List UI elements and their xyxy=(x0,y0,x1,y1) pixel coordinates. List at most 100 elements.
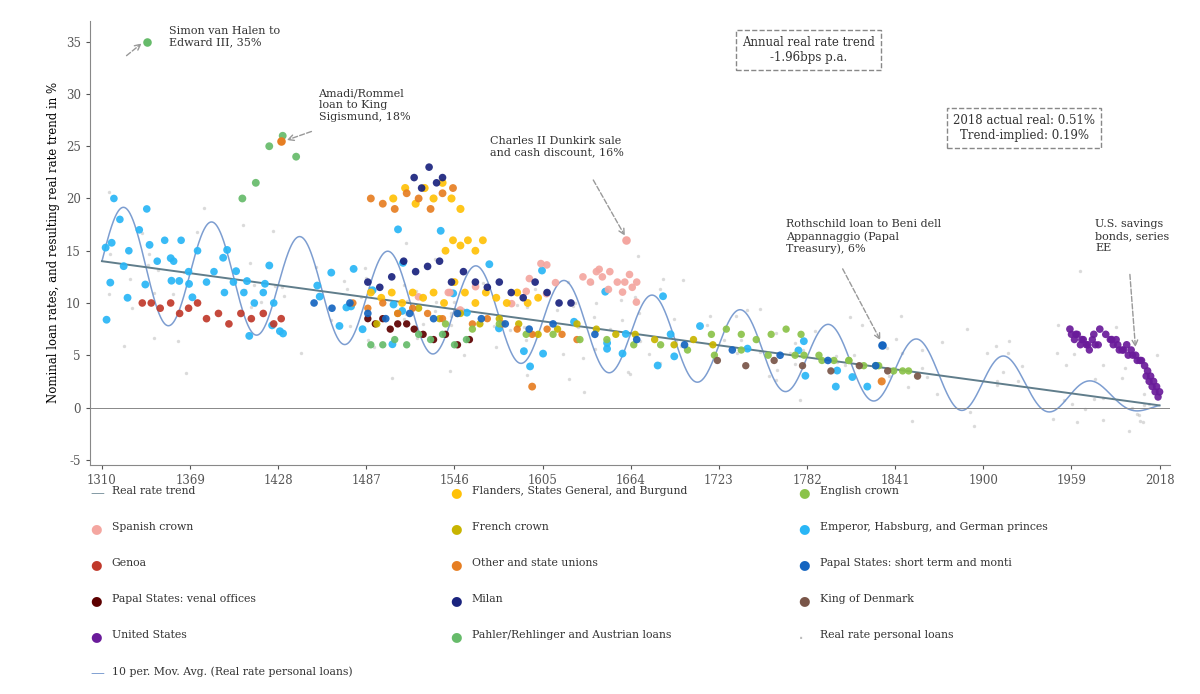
Point xyxy=(793,344,812,355)
Point xyxy=(420,162,439,173)
Text: ·: · xyxy=(798,630,804,649)
Point xyxy=(613,348,632,359)
Point xyxy=(409,329,428,340)
Point xyxy=(1147,349,1166,360)
Point xyxy=(259,260,278,271)
Point xyxy=(487,292,506,303)
Point xyxy=(589,264,608,275)
Point xyxy=(373,198,392,210)
Point xyxy=(630,336,649,347)
Point xyxy=(385,334,404,345)
Point xyxy=(240,257,259,269)
Point xyxy=(359,303,378,314)
Text: Simon van Halen to
Edward III, 35%: Simon van Halen to Edward III, 35% xyxy=(169,26,281,48)
Point xyxy=(204,266,223,277)
Point xyxy=(433,187,452,198)
Point xyxy=(342,299,361,310)
Point xyxy=(533,265,552,276)
Point xyxy=(366,319,385,330)
Point xyxy=(569,322,588,333)
Point xyxy=(361,339,380,350)
Point xyxy=(529,293,548,304)
Point xyxy=(625,329,644,340)
Point xyxy=(274,130,293,142)
Point xyxy=(415,183,434,194)
Point xyxy=(132,228,151,239)
Point xyxy=(899,365,918,376)
Point xyxy=(665,350,684,362)
Point xyxy=(102,237,121,248)
Point xyxy=(263,226,282,237)
Point xyxy=(844,349,863,360)
Point xyxy=(241,313,260,324)
Point xyxy=(522,328,541,339)
Point xyxy=(443,235,462,246)
Point xyxy=(287,151,306,162)
Point xyxy=(574,271,593,282)
Point xyxy=(352,291,371,302)
Point xyxy=(1070,339,1090,350)
Point xyxy=(928,389,947,400)
Point xyxy=(176,367,196,378)
Point xyxy=(839,355,858,366)
Point xyxy=(1085,329,1104,340)
Point xyxy=(169,276,188,287)
Point xyxy=(538,287,557,298)
Point xyxy=(564,316,583,328)
Text: 10 per. Mov. Avg. (Real rate personal loans): 10 per. Mov. Avg. (Real rate personal lo… xyxy=(112,666,353,677)
Point xyxy=(1132,355,1151,366)
Point xyxy=(1144,376,1163,387)
Point xyxy=(515,346,534,357)
Point xyxy=(424,313,443,324)
Point xyxy=(708,355,727,366)
Point xyxy=(1114,344,1133,355)
Point xyxy=(264,298,283,309)
Point xyxy=(522,329,541,340)
Point xyxy=(170,308,190,319)
Point xyxy=(373,313,392,324)
Point xyxy=(912,362,931,373)
Point xyxy=(532,258,551,269)
Point xyxy=(409,303,428,314)
Point xyxy=(272,282,292,293)
Point xyxy=(625,291,644,303)
Point xyxy=(523,328,542,339)
Point xyxy=(652,339,671,350)
Point xyxy=(767,374,786,385)
Point xyxy=(1093,359,1112,371)
Point xyxy=(818,355,838,366)
Point xyxy=(828,365,847,376)
Point xyxy=(342,301,361,312)
Point xyxy=(514,292,533,303)
Point xyxy=(606,329,625,340)
Point xyxy=(151,303,170,314)
Point xyxy=(548,304,568,315)
Point xyxy=(240,330,259,341)
Point xyxy=(650,357,670,369)
Point xyxy=(364,341,383,352)
Point xyxy=(232,308,251,319)
Point xyxy=(568,334,587,345)
Point xyxy=(397,296,416,307)
Point xyxy=(408,332,427,344)
Point xyxy=(988,375,1007,387)
Point xyxy=(209,308,228,319)
Point xyxy=(732,329,751,340)
Point xyxy=(758,350,778,361)
Point xyxy=(490,276,509,287)
Text: Real rate personal loans: Real rate personal loans xyxy=(820,630,953,640)
Point xyxy=(520,273,539,284)
Point xyxy=(433,329,452,340)
Point xyxy=(620,269,640,280)
Point xyxy=(100,289,119,300)
Point xyxy=(546,277,565,288)
Point xyxy=(1120,425,1139,437)
Point xyxy=(521,361,540,372)
Point xyxy=(359,335,378,346)
Point xyxy=(104,193,124,204)
Point xyxy=(234,219,253,230)
Point xyxy=(188,298,208,309)
Point xyxy=(1136,371,1156,382)
Text: Real rate trend: Real rate trend xyxy=(112,486,194,496)
Point xyxy=(497,298,516,309)
